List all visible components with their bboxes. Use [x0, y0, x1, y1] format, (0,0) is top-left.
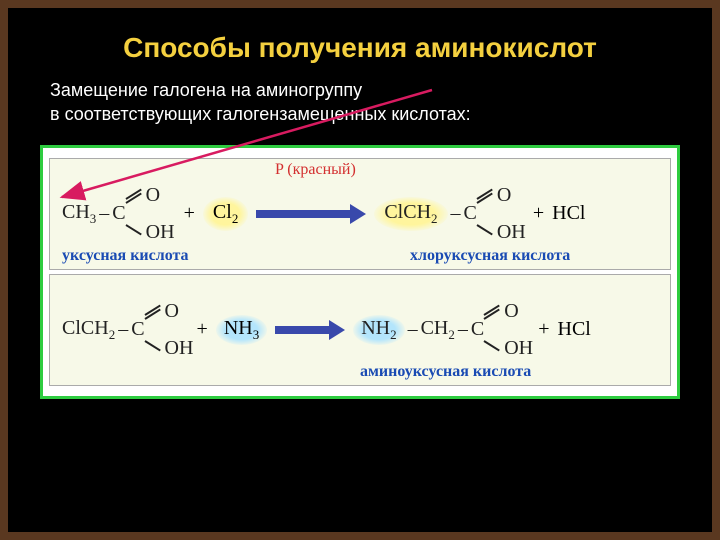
carboxyl-angle: O OH — [145, 304, 163, 356]
catalyst-label: P (красный) — [275, 161, 356, 179]
ch2: CH2 — [421, 317, 455, 343]
carboxyl-angle: O OH — [484, 304, 502, 356]
c: C — [131, 318, 144, 341]
nh2-halo: NH2 — [353, 315, 404, 345]
carboxyl-angle: O OH — [477, 188, 495, 240]
plus-2: + — [533, 202, 544, 225]
clch2-halo: ClCH2 — [374, 197, 447, 231]
slide-subtitle: Замещение галогена на аминогруппу в соот… — [40, 78, 680, 127]
plus-4: + — [538, 318, 549, 341]
bond: – — [118, 318, 128, 341]
plus-1: + — [184, 202, 195, 225]
cl2: Cl2 — [203, 197, 248, 231]
reaction-2-row: ClCH2 – C O OH + NH3 — [62, 285, 658, 375]
bond: – — [458, 318, 468, 341]
reaction-1: P (красный) CH3 – C O OH + — [49, 158, 671, 270]
ch3: CH3 — [62, 201, 96, 227]
slide-title: Способы получения аминокислот — [40, 32, 680, 64]
subtitle-line-1: Замещение галогена на аминогруппу — [50, 80, 362, 100]
outer-frame: Способы получения аминокислот Замещение … — [8, 8, 712, 532]
nh3: NH3 — [216, 315, 267, 345]
bond: – — [408, 318, 418, 341]
clch2: ClCH2 — [62, 317, 115, 343]
carboxyl-angle: O OH — [126, 188, 144, 240]
plus-3: + — [197, 318, 208, 341]
bond: – — [451, 202, 461, 225]
label-glycine: аминоуксусная кислота — [360, 363, 531, 381]
hcl-2: HCl — [558, 318, 591, 341]
subtitle-line-2: в соответствующих галогензамещенных кисл… — [50, 104, 471, 124]
c: C — [112, 202, 125, 225]
hcl-1: HCl — [552, 202, 585, 225]
label-acetic: уксусная кислота — [62, 247, 189, 265]
reaction-arrow-1 — [256, 204, 366, 224]
nh3-halo: NH3 — [216, 315, 267, 345]
reaction-1-row: CH3 – C O OH + Cl2 — [62, 169, 658, 259]
reaction-panel: P (красный) CH3 – C O OH + — [40, 145, 680, 399]
slide: Способы получения аминокислот Замещение … — [12, 12, 708, 528]
reaction-arrow-2 — [275, 320, 345, 340]
glycine: NH2 – CH2 – C O OH — [353, 304, 502, 356]
bond: – — [99, 202, 109, 225]
chloroacetic-acid-2: ClCH2 – C O OH — [62, 304, 163, 356]
cl2-halo: Cl2 — [203, 197, 248, 231]
label-chloroacetic: хлоруксусная кислота — [410, 247, 570, 265]
reaction-2: ClCH2 – C O OH + NH3 — [49, 274, 671, 386]
c: C — [464, 202, 477, 225]
acetic-acid: CH3 – C O OH — [62, 188, 144, 240]
chloroacetic-acid: ClCH2 – C O OH — [374, 188, 495, 240]
c: C — [471, 318, 484, 341]
